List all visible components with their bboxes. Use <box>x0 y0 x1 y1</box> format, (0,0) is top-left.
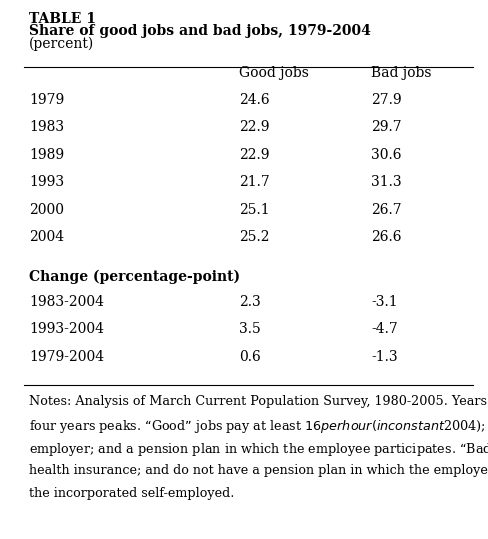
Text: 29.7: 29.7 <box>371 120 402 134</box>
Text: 31.3: 31.3 <box>371 175 402 189</box>
Text: -4.7: -4.7 <box>371 322 398 336</box>
Text: 30.6: 30.6 <box>371 148 401 162</box>
Text: 2.3: 2.3 <box>239 295 261 309</box>
Text: 1979-2004: 1979-2004 <box>29 350 104 364</box>
Text: 2004: 2004 <box>29 230 64 244</box>
Text: 0.6: 0.6 <box>239 350 261 364</box>
Text: four years peaks. “Good” jobs pay at least $16 per hour (in constant $2004); hav: four years peaks. “Good” jobs pay at lea… <box>29 418 488 435</box>
Text: TABLE 1: TABLE 1 <box>29 12 96 26</box>
Text: 22.9: 22.9 <box>239 120 269 134</box>
Text: Change (percentage-point): Change (percentage-point) <box>29 270 241 284</box>
Text: Share of good jobs and bad jobs, 1979-2004: Share of good jobs and bad jobs, 1979-20… <box>29 24 371 38</box>
Text: Notes: Analysis of March Current Population Survey, 1980-2005. Years 1979, 1989,: Notes: Analysis of March Current Populat… <box>29 395 488 407</box>
Text: (percent): (percent) <box>29 36 95 51</box>
Text: the incorporated self-employed.: the incorporated self-employed. <box>29 487 235 500</box>
Text: 25.2: 25.2 <box>239 230 269 244</box>
Text: -1.3: -1.3 <box>371 350 398 364</box>
Text: 1983: 1983 <box>29 120 64 134</box>
Text: Good jobs: Good jobs <box>239 66 309 80</box>
Text: 27.9: 27.9 <box>371 93 402 107</box>
Text: 1993: 1993 <box>29 175 64 189</box>
Text: 1979: 1979 <box>29 93 64 107</box>
Text: -3.1: -3.1 <box>371 295 398 309</box>
Text: 26.6: 26.6 <box>371 230 401 244</box>
Text: 1993-2004: 1993-2004 <box>29 322 104 336</box>
Text: 1983-2004: 1983-2004 <box>29 295 104 309</box>
Text: 2000: 2000 <box>29 203 64 217</box>
Text: 1989: 1989 <box>29 148 64 162</box>
Text: 24.6: 24.6 <box>239 93 270 107</box>
Text: 3.5: 3.5 <box>239 322 261 336</box>
Text: employer; and a pension plan in which the employee participates. “Bad” jobs pay : employer; and a pension plan in which th… <box>29 441 488 458</box>
Text: 21.7: 21.7 <box>239 175 270 189</box>
Text: health insurance; and do not have a pension plan in which the employee participa: health insurance; and do not have a pens… <box>29 464 488 477</box>
Text: 22.9: 22.9 <box>239 148 269 162</box>
Text: 26.7: 26.7 <box>371 203 402 217</box>
Text: Bad jobs: Bad jobs <box>371 66 431 80</box>
Text: 25.1: 25.1 <box>239 203 270 217</box>
